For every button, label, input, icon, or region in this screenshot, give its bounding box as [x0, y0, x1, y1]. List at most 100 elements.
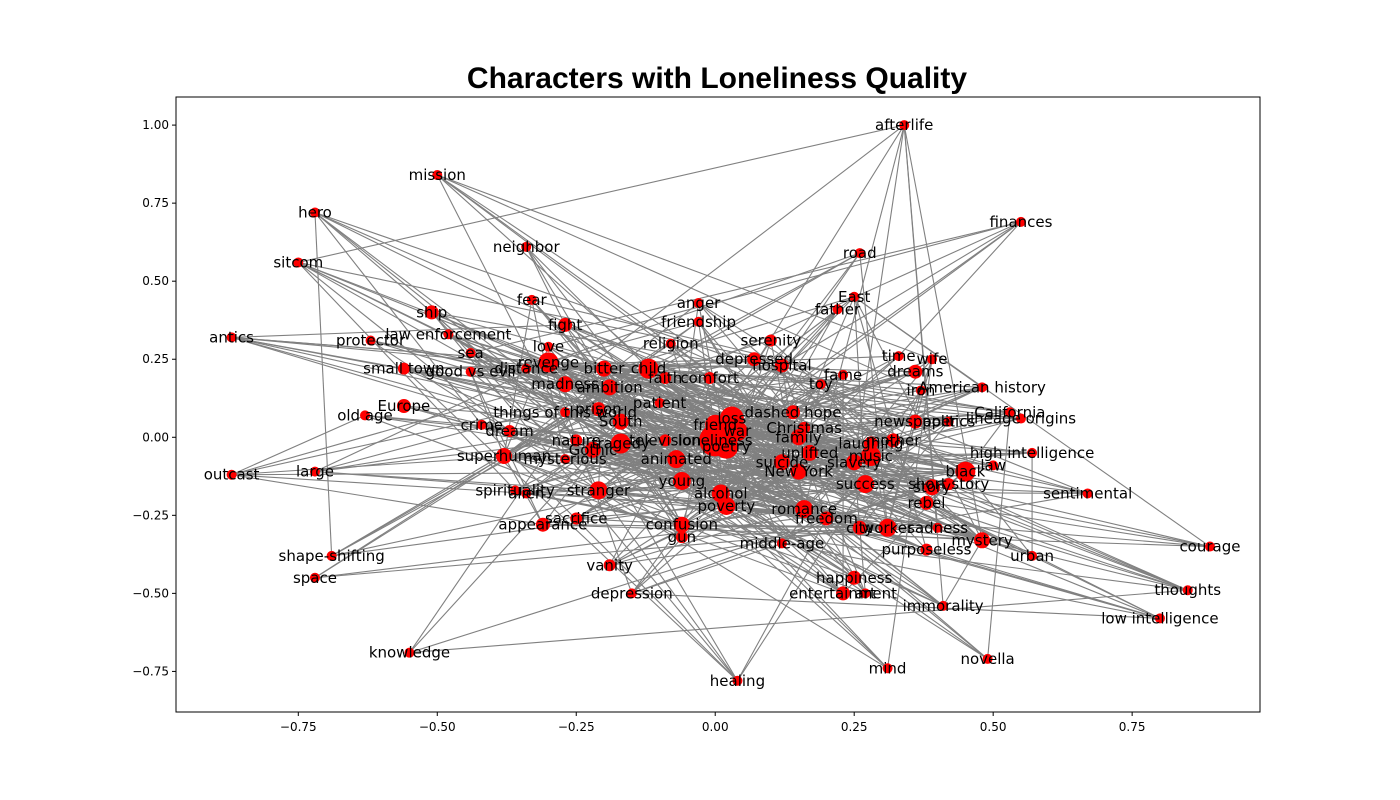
network-node: [943, 416, 954, 427]
node-label: time: [882, 347, 916, 365]
network-node: [535, 517, 550, 532]
node-label: sadness: [907, 519, 968, 537]
node-label: thoughts: [1154, 581, 1221, 599]
node-label: hero: [298, 204, 332, 222]
label-layer: afterlife mission hero finances neighbor road…: [204, 116, 1241, 690]
network-node: [832, 304, 843, 315]
network-edge: [481, 424, 738, 682]
x-tick-label: 0.50: [980, 720, 1007, 734]
x-tick-label: 0.75: [1119, 720, 1146, 734]
network-node: [693, 298, 704, 309]
network-node: [360, 410, 371, 421]
network-edge: [609, 386, 916, 423]
node-label: courage: [1179, 538, 1240, 556]
node-label: crime: [461, 416, 503, 434]
network-edge: [437, 174, 933, 360]
network-edge: [853, 125, 905, 463]
network-edge: [820, 383, 894, 441]
node-label: old age: [337, 406, 393, 424]
network-node: [465, 347, 476, 358]
node-label: family: [775, 428, 821, 446]
network-edge: [737, 221, 1022, 432]
network-node: [899, 120, 910, 131]
node-label: father: [815, 300, 861, 318]
network-node: [747, 352, 762, 367]
network-node: [882, 663, 893, 674]
node-label: small town: [363, 360, 445, 378]
network-edge: [948, 483, 1188, 591]
network-edge: [448, 333, 566, 413]
network-node: [801, 444, 818, 461]
network-node: [838, 369, 849, 380]
node-label: poetry: [702, 438, 751, 456]
network-node: [878, 518, 897, 537]
network-edge: [547, 362, 594, 451]
network-node: [557, 376, 574, 393]
node-label: sea: [458, 344, 484, 362]
x-tick-label: 0.00: [702, 720, 729, 734]
network-edge: [681, 524, 866, 594]
network-node: [503, 425, 516, 438]
network-edge: [609, 387, 683, 538]
network-node: [764, 334, 777, 347]
y-tick-label: 0.25: [142, 352, 169, 366]
node-label: happiness: [816, 569, 892, 587]
network-edge: [809, 452, 866, 594]
node-label: dashed hope: [745, 403, 842, 421]
network-node: [626, 588, 637, 599]
network-edge: [564, 383, 1188, 591]
node-label: depressed: [715, 350, 793, 368]
node-label: protector: [336, 332, 406, 350]
network-node: [693, 316, 704, 327]
node-label: newspaper: [874, 413, 957, 431]
network-edge: [648, 368, 872, 445]
network-edge: [714, 440, 855, 579]
node-label: dreams: [887, 363, 943, 381]
network-node: [560, 454, 571, 465]
network-edge: [803, 508, 988, 660]
network-node: [560, 407, 571, 418]
node-label: uplifted: [781, 444, 838, 462]
network-edge: [809, 452, 1211, 548]
network-node: [1027, 447, 1038, 458]
network-edge: [648, 368, 944, 607]
network-node: [570, 434, 583, 447]
network-node: [596, 360, 613, 377]
node-label: fear: [517, 291, 548, 309]
node-label: afterlife: [875, 116, 933, 134]
network-edge: [781, 452, 1033, 463]
network-edge: [681, 524, 1188, 591]
node-label: vanity: [586, 556, 633, 574]
node-label: immorality: [903, 597, 984, 615]
network-edge: [314, 421, 621, 473]
network-node: [819, 511, 834, 526]
node-label: law enforcement: [385, 325, 511, 343]
network-edge: [547, 362, 738, 682]
node-label: slavery: [827, 453, 881, 471]
node-label: short story: [908, 475, 989, 493]
network-edge: [431, 311, 1010, 413]
node-label: comfort: [680, 369, 739, 387]
network-edge: [798, 411, 1010, 473]
network-edge: [542, 524, 888, 529]
node-label: law: [980, 456, 1006, 474]
network-edge: [547, 362, 633, 594]
network-node: [397, 362, 410, 375]
network-node: [849, 291, 860, 302]
node-label: alien: [508, 484, 544, 502]
network-node: [955, 461, 976, 482]
node-label: loss: [717, 410, 746, 428]
node-label: ambition: [576, 378, 642, 396]
node-label: faith: [648, 369, 682, 387]
network-edge: [603, 368, 888, 669]
node-label: mission: [409, 166, 466, 184]
network-edge: [431, 311, 1088, 495]
node-label: iron: [907, 381, 936, 399]
x-tick-label: −0.75: [280, 720, 317, 734]
network-edge: [859, 390, 922, 529]
network-edge: [920, 359, 933, 391]
network-node: [974, 532, 991, 549]
network-node: [675, 531, 688, 544]
network-edge: [403, 368, 727, 507]
